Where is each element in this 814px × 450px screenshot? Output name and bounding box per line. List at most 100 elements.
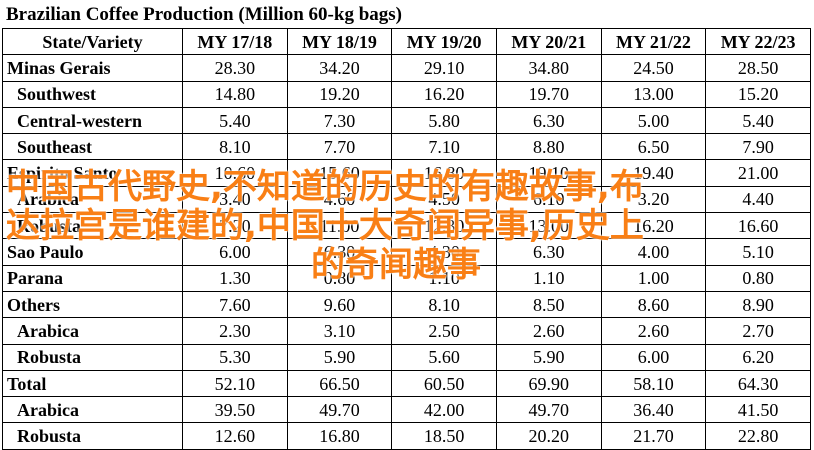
table-cell: 28.50 — [705, 54, 811, 82]
table-cell: 2.60 — [600, 317, 707, 345]
row-label: Robusta — [2, 422, 183, 450]
table-cell: 14.80 — [182, 80, 288, 108]
table-cell: 8.10 — [182, 133, 288, 161]
overlay-line-2: 达拉宫是谁建的,中国十大奇闻异事,历史上 — [6, 206, 644, 246]
table-cell: 3.10 — [286, 317, 393, 345]
table-cell: 6.00 — [600, 343, 707, 371]
row-label: Sao Paulo — [2, 238, 183, 266]
table-cell: 34.80 — [495, 54, 602, 82]
table-cell: 2.60 — [495, 317, 602, 345]
watermark-overlay-text: 中国古代野史,不知道的历史的有趣故事,布 达拉宫是谁建的,中国十大奇闻异事,历史… — [6, 168, 806, 285]
table-cell: 7.90 — [705, 133, 811, 161]
table-cell: 6.20 — [705, 343, 811, 371]
table-cell: 41.50 — [705, 396, 811, 424]
row-label: Parana — [2, 264, 183, 292]
table-title: Brazilian Coffee Production (Million 60-… — [6, 4, 402, 25]
table-cell: 5.90 — [286, 343, 393, 371]
table-row: Others 7.60 9.60 8.10 8.50 8.60 8.90 — [2, 290, 811, 319]
table-row: Arabica 3.40 4.60 4.50 6.10 3.20 4.40 — [2, 185, 811, 214]
table-cell: 21.70 — [600, 422, 707, 450]
table-cell: 28.30 — [182, 54, 288, 82]
row-label: Espirito Santo — [2, 159, 183, 187]
table-cell: 64.30 — [705, 369, 811, 398]
overlay-line-3: 的奇闻趣事 — [311, 245, 481, 285]
table-cell: 16.80 — [391, 159, 497, 187]
table-cell: 60.50 — [391, 369, 497, 398]
row-label: Minas Gerais — [2, 54, 183, 82]
header-my-19-20: MY 19/20 — [391, 27, 497, 56]
table-row: Robusta 5.30 5.90 5.60 5.90 6.00 6.20 — [2, 343, 811, 371]
header-my-21-22: MY 21/22 — [600, 27, 707, 56]
table-row: Arabica 2.30 3.10 2.50 2.60 2.60 2.70 — [2, 317, 811, 345]
table-cell: 8.80 — [495, 133, 602, 161]
table-row: Total 52.10 66.50 60.50 69.90 58.10 64.30 — [2, 369, 811, 398]
table-cell: 3.40 — [182, 185, 288, 214]
row-label: Central-western — [2, 106, 183, 135]
header-my-20-21: MY 20/21 — [495, 27, 602, 56]
row-label: Southwest — [2, 80, 183, 108]
table-cell: 1.10 — [391, 264, 497, 292]
table-row: Robusta 7.20 11.00 12.30 13.00 16.20 16.60 — [2, 212, 811, 240]
table-cell: 58.10 — [600, 369, 707, 398]
table-row: Parana 1.30 0.80 1.10 1.10 1.00 0.80 — [2, 264, 811, 292]
table-cell: 20.20 — [495, 422, 602, 450]
table-cell: 29.10 — [391, 54, 497, 82]
table-cell: 15.20 — [705, 80, 811, 108]
table-cell: 2.50 — [391, 317, 497, 345]
row-label: Arabica — [2, 185, 183, 214]
table-cell: 6.30 — [286, 238, 393, 266]
table-cell: 16.60 — [705, 212, 811, 240]
table-row: Robusta 12.60 16.80 18.50 20.20 21.70 22.80 — [2, 422, 811, 450]
table-cell: 0.80 — [705, 264, 811, 292]
header-my-22-23: MY 22/23 — [705, 27, 811, 56]
table-cell: 6.30 — [495, 106, 602, 135]
table-cell: 5.60 — [391, 343, 497, 371]
table-cell: 49.70 — [286, 396, 393, 424]
row-label: Arabica — [2, 317, 183, 345]
table-cell: 13.00 — [600, 80, 707, 108]
table-cell: 15.60 — [286, 159, 393, 187]
table-cell: 16.80 — [286, 422, 393, 450]
table-row: Minas Gerais 28.30 34.20 29.10 34.80 24.50 28.… — [2, 54, 811, 82]
table-cell: 12.60 — [182, 422, 288, 450]
header-row: State/Variety MY 17/18 MY 18/19 MY 19/20… — [2, 27, 811, 56]
table-cell: 5.40 — [705, 106, 811, 135]
table-cell: 8.10 — [391, 290, 497, 319]
table-cell: 24.50 — [600, 54, 707, 82]
table-row: Central-western 5.40 7.30 5.80 6.30 5.00 5.40 — [2, 106, 811, 135]
table-cell: 49.70 — [495, 396, 602, 424]
table-cell: 5.80 — [391, 106, 497, 135]
header-my-17-18: MY 17/18 — [182, 27, 288, 56]
table-cell: 16.20 — [600, 212, 707, 240]
table-cell: 5.00 — [600, 106, 707, 135]
table-cell: 2.70 — [705, 317, 811, 345]
table-cell: 6.30 — [495, 238, 602, 266]
table-cell: 66.50 — [286, 369, 393, 398]
table-cell: 2.30 — [182, 317, 288, 345]
table-cell: 9.60 — [286, 290, 393, 319]
row-label: Robusta — [2, 212, 183, 240]
table-cell: 16.20 — [391, 80, 497, 108]
table-row: Sao Paulo 6.00 6.30 4.30 6.30 4.00 5.10 — [2, 238, 811, 266]
table-cell: 1.30 — [182, 264, 288, 292]
row-label: Robusta — [2, 343, 183, 371]
table-cell: 5.90 — [495, 343, 602, 371]
table-cell: 8.90 — [705, 290, 811, 319]
table-cell: 19.70 — [495, 80, 602, 108]
table-cell: 8.60 — [600, 290, 707, 319]
table-cell: 34.20 — [286, 54, 393, 82]
row-label: Arabica — [2, 396, 183, 424]
header-my-18-19: MY 18/19 — [286, 27, 393, 56]
table-cell: 7.70 — [286, 133, 393, 161]
table-cell: 1.00 — [600, 264, 707, 292]
row-label: Others — [2, 290, 183, 319]
table-cell: 5.30 — [182, 343, 288, 371]
row-label: Total — [2, 369, 183, 398]
table-cell: 7.20 — [182, 212, 288, 240]
table-cell: 11.00 — [286, 212, 393, 240]
table-cell: 19.20 — [286, 80, 393, 108]
table-cell: 22.80 — [705, 422, 811, 450]
header-state-variety: State/Variety — [2, 27, 183, 56]
row-label: Southeast — [2, 133, 183, 161]
table-row: Arabica 39.50 49.70 42.00 49.70 36.40 41.50 — [2, 396, 811, 424]
